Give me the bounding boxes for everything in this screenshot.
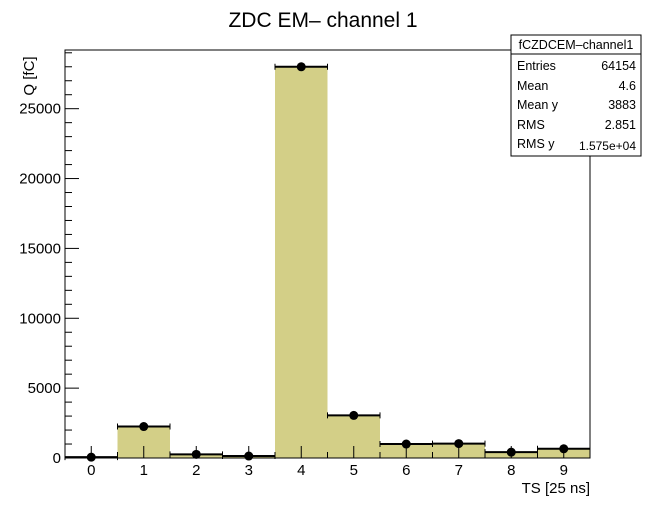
x-tick-label: 3 bbox=[245, 462, 253, 479]
markers-layer bbox=[64, 62, 591, 462]
y-tick-label: 20000 bbox=[19, 171, 61, 188]
stats-rms-label: RMS bbox=[517, 118, 545, 132]
bar-4 bbox=[275, 66, 328, 458]
x-axis-label: TS [25 ns] bbox=[522, 480, 590, 497]
data-point bbox=[506, 447, 516, 457]
stats-box: fCZDCEM–channel1 Entries 64154 Mean 4.6 … bbox=[510, 34, 642, 157]
stats-rms-y-value: 1.575e+04 bbox=[579, 139, 636, 153]
stats-mean-value: 4.6 bbox=[619, 79, 636, 93]
stats-mean-y-label: Mean y bbox=[517, 98, 559, 112]
data-point bbox=[454, 439, 464, 449]
stats-box-name: fCZDCEM–channel1 bbox=[519, 38, 634, 52]
stats-entries-value: 64154 bbox=[601, 59, 636, 73]
stats-rms-value: 2.851 bbox=[605, 118, 636, 132]
y-tick-label: 15000 bbox=[19, 240, 61, 257]
x-tick-label: 0 bbox=[87, 462, 95, 479]
data-point bbox=[244, 451, 254, 461]
x-tick-label: 7 bbox=[455, 462, 463, 479]
data-point bbox=[349, 410, 359, 420]
y-tick-label: 10000 bbox=[19, 310, 61, 327]
data-point bbox=[86, 452, 96, 462]
data-point bbox=[296, 62, 306, 72]
data-point bbox=[559, 444, 569, 454]
y-tick-label: 0 bbox=[53, 450, 61, 467]
y-tick-label: 25000 bbox=[19, 101, 61, 118]
stats-rms-y-label: RMS y bbox=[517, 137, 555, 151]
ticks-layer: 0 1 2 3 4 5 6 7 8 9 0 5000 10000 15000 20000 25000 bbox=[19, 52, 591, 479]
x-tick-label: 5 bbox=[350, 462, 358, 479]
stats-box-frame bbox=[510, 34, 642, 157]
x-tick-label: 2 bbox=[192, 462, 200, 479]
x-tick-label: 4 bbox=[297, 462, 305, 479]
data-point bbox=[139, 422, 149, 432]
x-tick-label: 9 bbox=[560, 462, 568, 479]
y-tick-label: 5000 bbox=[28, 380, 61, 397]
stats-mean-y-value: 3883 bbox=[608, 98, 636, 112]
x-tick-label: 1 bbox=[140, 462, 148, 479]
data-point bbox=[401, 439, 411, 449]
data-point bbox=[191, 449, 201, 459]
chart-title: ZDC EM– channel 1 bbox=[228, 9, 417, 32]
x-tick-label: 6 bbox=[402, 462, 410, 479]
y-axis-label: Q [fC] bbox=[21, 56, 38, 95]
stats-mean-label: Mean bbox=[517, 79, 548, 93]
stats-entries-label: Entries bbox=[517, 59, 556, 73]
x-tick-label: 8 bbox=[507, 462, 515, 479]
